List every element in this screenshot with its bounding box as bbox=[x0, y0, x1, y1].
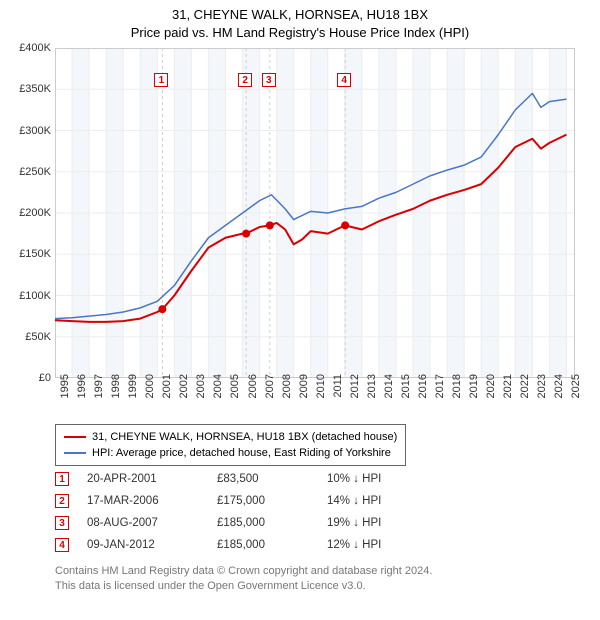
sale-price: £175,000 bbox=[217, 495, 327, 507]
x-tick-label: 1998 bbox=[110, 374, 122, 414]
x-tick-label: 1995 bbox=[59, 374, 71, 414]
x-tick-label: 2009 bbox=[298, 374, 310, 414]
sales-row: 4 09-JAN-2012£185,00012% ↓ HPI bbox=[55, 534, 447, 556]
x-tick-label: 1997 bbox=[93, 374, 105, 414]
x-tick-label: 2013 bbox=[366, 374, 378, 414]
y-tick-label: £0 bbox=[39, 372, 51, 384]
sales-table: 1 20-APR-2001£83,50010% ↓ HPI 2 17-MAR-2006… bbox=[55, 468, 447, 556]
sale-flag: 1 bbox=[154, 73, 168, 87]
legend-label-hpi: HPI: Average price, detached house, East… bbox=[92, 447, 391, 459]
x-tick-label: 2002 bbox=[178, 374, 190, 414]
legend-swatch-price bbox=[64, 436, 86, 438]
x-axis-ticks: 1995199619971998199920002001200220032004… bbox=[55, 380, 575, 420]
sale-price: £83,500 bbox=[217, 473, 327, 485]
sale-date: 20-APR-2001 bbox=[87, 473, 217, 485]
plot-svg bbox=[55, 48, 575, 378]
sale-date: 09-JAN-2012 bbox=[87, 539, 217, 551]
x-tick-label: 2015 bbox=[400, 374, 412, 414]
sale-pct: 14% ↓ HPI bbox=[327, 495, 447, 507]
x-tick-label: 1996 bbox=[76, 374, 88, 414]
sale-flag: 2 bbox=[55, 494, 69, 508]
sale-flag: 1 bbox=[55, 472, 69, 486]
sale-price: £185,000 bbox=[217, 517, 327, 529]
legend: 31, CHEYNE WALK, HORNSEA, HU18 1BX (deta… bbox=[55, 424, 406, 466]
sale-flag: 4 bbox=[337, 73, 351, 87]
x-tick-label: 2004 bbox=[212, 374, 224, 414]
x-tick-label: 2008 bbox=[281, 374, 293, 414]
attribution: Contains HM Land Registry data © Crown c… bbox=[55, 564, 432, 594]
x-tick-label: 2010 bbox=[315, 374, 327, 414]
y-tick-label: £400K bbox=[19, 42, 51, 54]
y-tick-label: £250K bbox=[19, 166, 51, 178]
legend-label-price: 31, CHEYNE WALK, HORNSEA, HU18 1BX (deta… bbox=[92, 431, 397, 443]
title-line-2: Price paid vs. HM Land Registry's House … bbox=[0, 24, 600, 42]
sales-row: 3 08-AUG-2007£185,00019% ↓ HPI bbox=[55, 512, 447, 534]
x-tick-label: 2003 bbox=[195, 374, 207, 414]
title-line-1: 31, CHEYNE WALK, HORNSEA, HU18 1BX bbox=[0, 6, 600, 24]
y-tick-label: £200K bbox=[19, 207, 51, 219]
sale-pct: 10% ↓ HPI bbox=[327, 473, 447, 485]
x-tick-label: 2021 bbox=[502, 374, 514, 414]
x-tick-label: 2019 bbox=[468, 374, 480, 414]
plot-area: 1 23 4 bbox=[55, 48, 575, 378]
x-tick-label: 2020 bbox=[485, 374, 497, 414]
sale-pct: 12% ↓ HPI bbox=[327, 539, 447, 551]
sale-flag: 3 bbox=[55, 516, 69, 530]
sale-flag: 3 bbox=[262, 73, 276, 87]
x-tick-label: 2024 bbox=[553, 374, 565, 414]
sale-flag: 4 bbox=[55, 538, 69, 552]
sales-row: 1 20-APR-2001£83,50010% ↓ HPI bbox=[55, 468, 447, 490]
x-tick-label: 2011 bbox=[332, 374, 344, 414]
sale-date: 17-MAR-2006 bbox=[87, 495, 217, 507]
x-tick-label: 2014 bbox=[383, 374, 395, 414]
x-tick-label: 2007 bbox=[264, 374, 276, 414]
y-tick-label: £300K bbox=[19, 125, 51, 137]
y-axis-ticks: £0£50K£100K£150K£200K£250K£300K£350K£400… bbox=[0, 48, 55, 378]
x-tick-label: 2025 bbox=[570, 374, 582, 414]
x-tick-label: 2012 bbox=[349, 374, 361, 414]
x-tick-label: 1999 bbox=[127, 374, 139, 414]
legend-row-hpi: HPI: Average price, detached house, East… bbox=[64, 445, 397, 461]
sale-date: 08-AUG-2007 bbox=[87, 517, 217, 529]
chart-container: 31, CHEYNE WALK, HORNSEA, HU18 1BX Price… bbox=[0, 0, 600, 620]
x-tick-label: 2001 bbox=[161, 374, 173, 414]
title-block: 31, CHEYNE WALK, HORNSEA, HU18 1BX Price… bbox=[0, 0, 600, 41]
sale-price: £185,000 bbox=[217, 539, 327, 551]
x-tick-label: 2018 bbox=[451, 374, 463, 414]
x-tick-label: 2022 bbox=[519, 374, 531, 414]
x-tick-label: 2017 bbox=[434, 374, 446, 414]
y-tick-label: £350K bbox=[19, 83, 51, 95]
x-tick-label: 2016 bbox=[417, 374, 429, 414]
x-tick-label: 2006 bbox=[247, 374, 259, 414]
y-tick-label: £50K bbox=[25, 331, 51, 343]
y-tick-label: £100K bbox=[19, 290, 51, 302]
sale-pct: 19% ↓ HPI bbox=[327, 517, 447, 529]
sale-flag: 2 bbox=[238, 73, 252, 87]
attribution-line-2: This data is licensed under the Open Gov… bbox=[55, 579, 432, 594]
y-tick-label: £150K bbox=[19, 248, 51, 260]
legend-swatch-hpi bbox=[64, 452, 86, 454]
x-tick-label: 2005 bbox=[229, 374, 241, 414]
x-tick-label: 2023 bbox=[536, 374, 548, 414]
sales-row: 2 17-MAR-2006£175,00014% ↓ HPI bbox=[55, 490, 447, 512]
x-tick-label: 2000 bbox=[144, 374, 156, 414]
legend-row-price: 31, CHEYNE WALK, HORNSEA, HU18 1BX (deta… bbox=[64, 429, 397, 445]
attribution-line-1: Contains HM Land Registry data © Crown c… bbox=[55, 564, 432, 579]
